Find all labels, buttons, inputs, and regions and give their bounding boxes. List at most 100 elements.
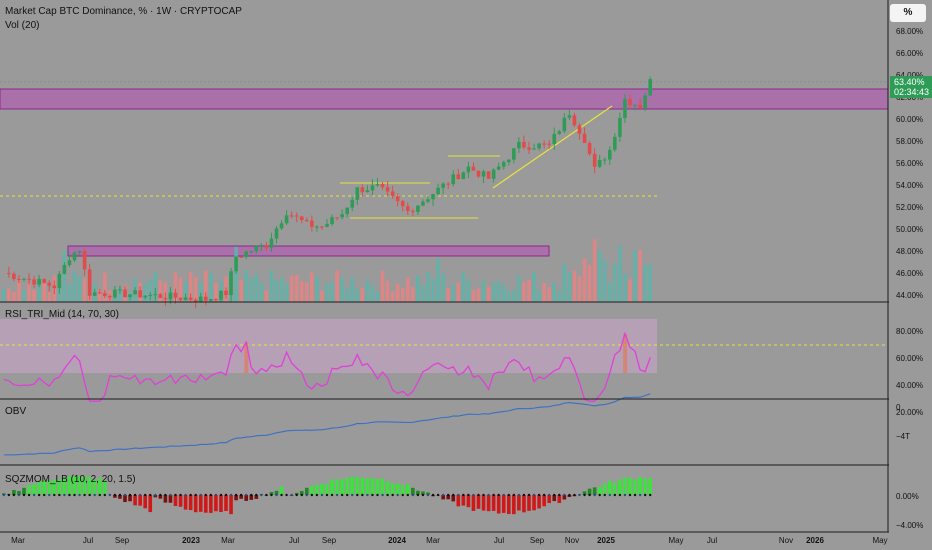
price-tick: 68.00%	[896, 27, 923, 36]
price-tick: 54.00%	[896, 181, 923, 190]
volume-bar	[370, 285, 375, 302]
main-price-pane	[0, 76, 889, 308]
momentum-bar	[522, 495, 526, 513]
momentum-bar	[461, 495, 466, 506]
momentum-bar	[209, 495, 213, 513]
squeeze-dot	[623, 493, 627, 497]
volume-bar	[178, 277, 183, 302]
candle-body	[431, 194, 435, 200]
momentum-bar	[633, 479, 637, 495]
momentum-bar	[628, 477, 632, 495]
squeeze-dot	[558, 493, 561, 497]
volume-bar	[481, 281, 486, 302]
price-tick: 44.00%	[896, 291, 923, 300]
candle-body	[597, 159, 602, 167]
squeeze-dot	[502, 493, 505, 497]
candle-body	[12, 273, 16, 280]
volume-bar	[22, 290, 26, 302]
momentum-bar	[128, 495, 132, 502]
time-tick: Mar	[426, 536, 440, 545]
momentum-bar	[12, 490, 16, 495]
rsi-line	[3, 331, 651, 402]
candle-body	[390, 191, 395, 197]
squeeze-dot	[73, 493, 76, 497]
squeeze-dot	[169, 493, 172, 497]
volume-bar	[491, 283, 496, 302]
volume-bar	[350, 277, 355, 302]
candle-body	[133, 290, 137, 295]
time-tick: Nov	[565, 536, 579, 545]
squeeze-dot	[189, 493, 192, 497]
chart-title: Market Cap BTC Dominance, % · 1W · CRYPT…	[5, 6, 242, 17]
volume-bar	[395, 283, 400, 302]
squeeze-dot	[633, 493, 637, 497]
volume-bar	[274, 279, 279, 302]
volume-bar	[320, 290, 324, 302]
candle-body	[87, 269, 92, 296]
volume-bar	[400, 287, 405, 302]
last-price-value: 63.40%	[894, 77, 925, 87]
momentum-bar	[82, 476, 87, 495]
squeeze-dot	[593, 493, 596, 497]
squeeze-dot	[12, 493, 16, 497]
squeeze-dot	[53, 493, 56, 497]
candle-body	[623, 99, 627, 119]
volume-bar	[577, 276, 582, 302]
squeeze-dot	[492, 493, 495, 497]
volume-bar	[486, 286, 491, 302]
volume-bar	[406, 277, 410, 302]
momentum-bar	[421, 491, 425, 495]
momentum-bar	[466, 495, 471, 508]
squeeze-dot	[527, 493, 531, 497]
squeeze-dot	[164, 493, 167, 497]
squeeze-dot	[548, 493, 551, 497]
volume-bar	[32, 289, 36, 302]
momentum-bar	[486, 495, 491, 512]
squeeze-dot	[608, 493, 611, 497]
momentum-bar	[320, 484, 324, 495]
candle-body	[178, 297, 183, 300]
candle-body	[274, 228, 279, 239]
volume-bar	[289, 275, 294, 302]
squeeze-dot	[386, 493, 389, 497]
volume-bar	[264, 290, 269, 302]
trendline-rising	[492, 105, 613, 189]
volume-bar	[193, 277, 198, 302]
volume-bar	[158, 280, 163, 302]
candle-body	[507, 159, 511, 163]
squeeze-dot	[487, 493, 490, 497]
squeeze-dot	[204, 493, 207, 497]
last-price-badge: 63.40% 02:34:43	[890, 76, 932, 98]
momentum-bar	[239, 495, 243, 499]
momentum-bar	[325, 483, 329, 495]
volume-bar	[305, 282, 309, 302]
candle-body	[315, 226, 319, 228]
squeeze-dot	[573, 493, 576, 497]
candle-body	[92, 292, 97, 296]
momentum-bar	[72, 476, 77, 495]
squeeze-dot	[310, 493, 314, 497]
squeeze-dot	[325, 493, 329, 497]
volume-bar	[360, 287, 365, 302]
volume-bar	[234, 246, 238, 302]
rsi-label: RSI_TRI_Mid (14, 70, 30)	[5, 309, 119, 320]
volume-bar	[411, 286, 415, 302]
squeeze-dot	[138, 493, 142, 497]
squeeze-dot	[643, 493, 647, 497]
momentum-bar	[173, 495, 178, 507]
volume-bar	[12, 291, 16, 302]
volume-bar	[254, 273, 259, 302]
squeeze-dot	[250, 493, 253, 497]
volume-bar	[496, 280, 501, 302]
candle-body	[350, 199, 355, 208]
candle-body	[557, 131, 562, 134]
squeeze-dot	[447, 493, 450, 497]
momentum-bar	[269, 492, 274, 495]
momentum-bar	[537, 495, 541, 509]
percent-scale-button[interactable]: %	[890, 4, 926, 22]
candle-body	[638, 104, 642, 109]
candle-body	[153, 294, 158, 296]
momentum-bar	[390, 483, 395, 495]
volume-bar	[163, 282, 168, 302]
